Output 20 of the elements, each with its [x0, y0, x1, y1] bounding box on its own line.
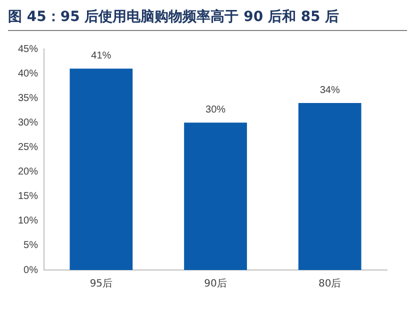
x-tick-label: 90后	[204, 278, 227, 290]
x-tick-label: 80后	[318, 278, 342, 290]
bar	[70, 68, 133, 270]
bar	[184, 122, 247, 270]
y-tick-label: 35%	[18, 92, 38, 104]
y-tick-label: 15%	[18, 191, 38, 202]
x-tick-label: 95后	[90, 278, 113, 290]
bar	[298, 103, 362, 270]
y-tick-label: 5%	[24, 240, 38, 252]
data-label: 34%	[320, 84, 340, 96]
y-tick-label: 40%	[18, 68, 38, 80]
data-label: 30%	[206, 104, 226, 116]
y-tick-label: 30%	[18, 117, 38, 128]
y-tick-label: 45%	[18, 44, 38, 55]
y-tick-label: 0%	[24, 264, 38, 276]
data-label: 41%	[91, 50, 112, 62]
y-tick-label: 10%	[18, 216, 38, 227]
y-tick-label: 25%	[18, 142, 38, 153]
chart-title: 图 45：95 后使用电脑购物频率高于 90 后和 85 后	[8, 8, 407, 31]
y-tick-label: 20%	[18, 166, 38, 178]
